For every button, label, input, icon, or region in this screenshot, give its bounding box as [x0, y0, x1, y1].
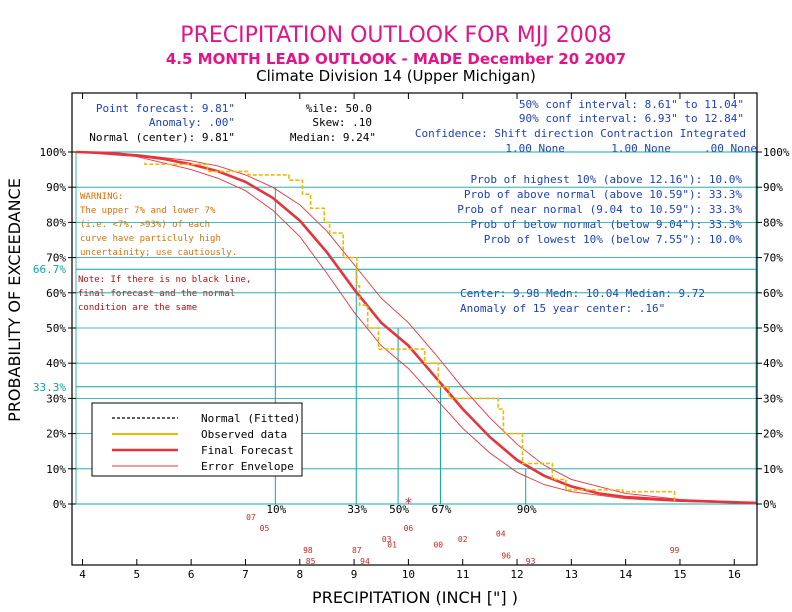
y-tick-label-right: 60% — [763, 287, 783, 300]
x-tick-label: 8 — [296, 568, 303, 581]
x-tick-label: 10 — [402, 568, 415, 581]
x-tick-label: 12 — [510, 568, 523, 581]
y-tick-label-right: 70% — [763, 252, 783, 265]
y-tick-label-right: 100% — [763, 146, 790, 159]
y-tick-label-left: 20% — [46, 428, 66, 441]
year-label: 93 — [526, 557, 536, 566]
y-tick-label-left: 70% — [46, 252, 66, 265]
percentile-label: 90% — [517, 503, 537, 516]
year-label: 99 — [670, 546, 680, 555]
x-tick-label: 6 — [188, 568, 195, 581]
y-tick-label-right: 30% — [763, 392, 783, 405]
plot-frame — [71, 92, 758, 566]
skew: Skew: .10 — [312, 116, 372, 129]
x-tick-label: 9 — [351, 568, 358, 581]
warning-title: WARNING: — [80, 192, 123, 202]
y-tick-label-right: 0% — [763, 498, 777, 511]
y-tick-label-right: 40% — [763, 357, 783, 370]
conf90: 90% conf interval: 6.93" to 12.84" — [519, 112, 744, 125]
year-label: 85 — [306, 557, 316, 566]
x-tick-label: 13 — [565, 568, 578, 581]
median: Median: 9.24" — [290, 131, 376, 144]
prob-below: Prob of below normal (below 9.04"): 33.3… — [470, 218, 742, 231]
y-tick-label-right: 90% — [763, 181, 783, 194]
x-tick-label: 14 — [619, 568, 633, 581]
conf50: 50% conf interval: 8.61" to 11.04" — [519, 98, 744, 111]
tercile-label: 33.3% — [33, 381, 66, 394]
y-tick-label-right: 20% — [763, 428, 783, 441]
y-tick-label-right: 80% — [763, 216, 783, 229]
y-tick-label-left: 30% — [46, 392, 66, 405]
pctile: %ile: 50.0 — [306, 102, 372, 115]
normal-center: Normal (center): 9.81" — [89, 131, 235, 144]
error-envelope-line — [75, 151, 757, 504]
confidence-values: 1.00 None 1.00 None .00 None — [505, 142, 757, 155]
year-label: 00 — [433, 541, 443, 550]
legend-observed-label: Observed data — [201, 428, 287, 441]
prob-highest: Prob of highest 10% (above 12.16"): 10.0… — [470, 173, 742, 186]
y-tick-label-left: 0% — [53, 498, 67, 511]
x-tick-label: 4 — [79, 568, 86, 581]
prob-near: Prob of near normal (9.04 to 10.59"): 33… — [457, 203, 742, 216]
warning-line: (i.e. <7%, >93%) of each — [80, 220, 210, 230]
center-marker: * — [405, 496, 412, 512]
prob-lowest: Prob of lowest 10% (below 7.55"): 10.0% — [484, 233, 743, 246]
legend-box — [91, 402, 303, 477]
year-label: 96 — [501, 552, 511, 561]
note-line: condition are the same — [78, 303, 197, 313]
center-stats: Center: 9.98 Medn: 10.04 Median: 9.72 — [460, 287, 705, 300]
year-label: 87 — [352, 546, 362, 555]
percentile-label: 10% — [266, 503, 286, 516]
y-tick-label-left: 90% — [46, 181, 66, 194]
legend: Normal (Fitted) Observed data Final Fore… — [91, 402, 303, 477]
y-axis-label: PROBABILITY OF EXCEEDANCE — [5, 178, 24, 422]
percentile-label: 33% — [347, 503, 367, 516]
chart-division: Climate Division 14 (Upper Michigan) — [256, 67, 536, 85]
percentile-label: 50% — [389, 503, 409, 516]
year-label: 98 — [303, 546, 313, 555]
year-label: 02 — [458, 535, 468, 544]
warning-line: The upper 7% and lower 7% — [80, 206, 216, 216]
anomaly-15yr: Anomaly of 15 year center: .16" — [460, 302, 665, 315]
y-tick-label-left: 10% — [46, 463, 66, 476]
legend-normal-label: Normal (Fitted) — [201, 412, 300, 425]
x-axis-label: PRECIPITATION (INCH ["] ) — [312, 588, 518, 607]
note-line: Note: If there is no black line, — [78, 275, 251, 285]
point-forecast: Point forecast: 9.81" — [96, 102, 235, 115]
final-forecast-line — [75, 150, 757, 505]
year-label: 05 — [260, 524, 270, 533]
x-tick-label: 11 — [456, 568, 469, 581]
chart-title: PRECIPITATION OUTLOOK FOR MJJ 2008 — [180, 23, 611, 48]
year-label: 06 — [404, 524, 414, 533]
y-tick-label-right: 10% — [763, 463, 783, 476]
error-envelope-line — [75, 151, 757, 504]
prob-above: Prob of above normal (above 10.59"): 33.… — [464, 188, 743, 201]
year-label: 07 — [246, 513, 256, 522]
year-label: 04 — [496, 530, 506, 539]
y-tick-label-left: 60% — [46, 287, 66, 300]
legend-final-label: Final Forecast — [201, 444, 294, 457]
y-tick-label-left: 40% — [46, 357, 66, 370]
tercile-label: 66.7% — [33, 263, 66, 276]
note-line: final forecast and the normal — [78, 289, 235, 299]
y-tick-label-left: 100% — [40, 146, 67, 159]
legend-envelope-label: Error Envelope — [201, 460, 294, 473]
x-tick-label: 5 — [134, 568, 141, 581]
anomaly: Anomaly: .00" — [149, 116, 235, 129]
y-tick-label-left: 80% — [46, 216, 66, 229]
x-tick-label: 15 — [673, 568, 686, 581]
confidence-header: Confidence: Shift direction Contraction … — [415, 127, 746, 140]
warning-line: uncertainity; use cautiously. — [80, 248, 237, 258]
y-tick-label-left: 50% — [46, 322, 66, 335]
warning-line: curve have particluly high — [80, 234, 221, 244]
x-tick-label: 16 — [728, 568, 741, 581]
x-tick-label: 7 — [242, 568, 249, 581]
year-label: 94 — [360, 557, 370, 566]
chart-subtitle: 4.5 MONTH LEAD OUTLOOK - MADE December 2… — [166, 50, 626, 68]
y-tick-label-right: 50% — [763, 322, 783, 335]
year-label: 01 — [387, 541, 397, 550]
percentile-label: 67% — [432, 503, 452, 516]
year-label: 03 — [382, 535, 392, 544]
